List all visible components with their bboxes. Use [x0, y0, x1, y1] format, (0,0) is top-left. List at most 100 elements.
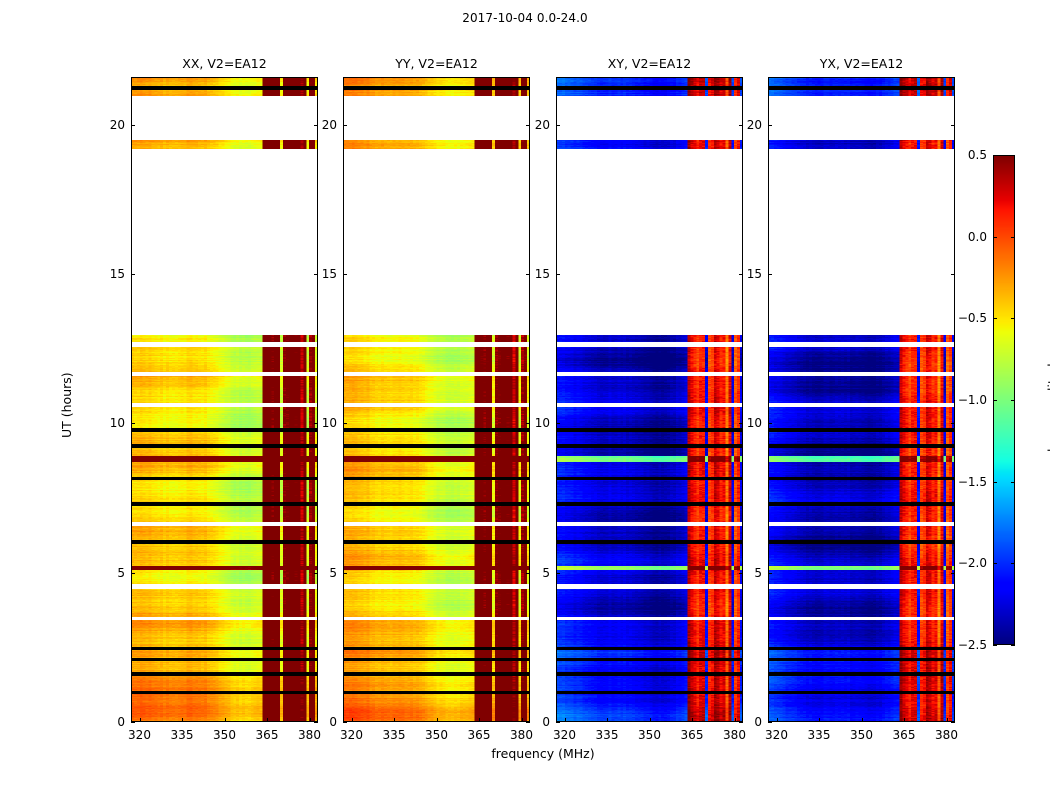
x-tick-label: 380	[935, 728, 958, 742]
colorbar-tick-mark	[993, 318, 997, 320]
y-tick-mark	[131, 124, 135, 126]
colorbar-tick-mark	[1011, 318, 1015, 320]
x-tick-mark	[182, 718, 183, 722]
y-tick-mark	[343, 572, 347, 574]
y-tick-label: 15	[746, 267, 762, 282]
y-tick-mark	[131, 274, 135, 276]
y-tick-label: 10	[534, 416, 550, 431]
spectrum-panel-yx[interactable]: YX, V2=EA12	[768, 56, 955, 722]
y-tick-mark	[526, 124, 530, 126]
y-tick-mark	[556, 423, 560, 425]
colorbar-tick-label: −1.5	[957, 474, 987, 489]
colorbar-tick-mark	[1011, 236, 1015, 238]
y-tick-mark	[314, 572, 318, 574]
y-tick-mark	[556, 722, 560, 723]
x-tick-label: 335	[382, 728, 406, 742]
colorbar-tick-mark	[1011, 400, 1015, 401]
x-tick-label: 320	[128, 728, 151, 742]
x-tick-label: 350	[850, 728, 873, 742]
y-tick-label: 0	[542, 715, 550, 729]
y-tick-label: 20	[534, 117, 550, 132]
y-tick-label: 10	[109, 416, 125, 431]
x-axis-label: frequency (MHz)	[491, 746, 595, 761]
colorbar-tick-label: −0.5	[957, 311, 987, 326]
y-tick-label: 15	[321, 267, 337, 282]
x-tick-label: 365	[255, 728, 279, 742]
y-tick-mark	[951, 572, 955, 574]
colorbar-tick-mark	[1011, 645, 1015, 646]
colorbar-tick-mark	[1011, 563, 1015, 565]
y-tick-label: 0	[117, 715, 125, 729]
dynamic-spectrum-xy	[556, 77, 743, 722]
x-tick-mark	[521, 718, 523, 722]
y-tick-mark	[526, 274, 530, 276]
colorbar-tick-label: 0.0	[967, 229, 987, 244]
colorbar-tick-mark	[993, 236, 997, 238]
y-tick-label: 5	[542, 565, 550, 580]
colorbar-tick-label: −2.5	[957, 638, 987, 652]
x-tick-label: 365	[467, 728, 491, 742]
x-tick-mark	[819, 718, 820, 722]
colorbar-tick-mark	[993, 481, 997, 483]
panel-title-yy: YY, V2=EA12	[395, 56, 478, 71]
y-tick-mark	[739, 722, 743, 723]
spectrum-panel-xy[interactable]: XY, V2=EA12	[556, 56, 743, 722]
y-tick-label: 20	[321, 117, 337, 132]
colorbar-tick-mark	[993, 563, 997, 565]
figure-suptitle: 2017-10-04 0.0-24.0	[462, 11, 588, 25]
y-tick-label: 10	[321, 416, 337, 431]
x-tick-label: 335	[170, 728, 194, 742]
y-tick-mark	[739, 572, 743, 574]
colorbar-tick-mark	[993, 400, 997, 401]
spectrum-panel-xx[interactable]: XX, V2=EA12	[131, 56, 318, 722]
y-tick-mark	[314, 722, 318, 723]
x-tick-mark	[309, 718, 311, 722]
y-tick-mark	[556, 124, 560, 126]
panel-title-xy: XY, V2=EA12	[607, 56, 692, 71]
y-tick-mark	[951, 722, 955, 723]
y-tick-label: 5	[117, 565, 125, 580]
y-tick-mark	[768, 274, 772, 276]
x-tick-label: 380	[298, 728, 321, 742]
x-tick-mark	[479, 718, 480, 722]
y-tick-mark	[739, 274, 743, 276]
x-tick-mark	[436, 718, 438, 722]
x-tick-mark	[564, 718, 566, 722]
x-tick-mark	[267, 718, 268, 722]
x-tick-label: 365	[680, 728, 704, 742]
y-tick-mark	[343, 423, 347, 425]
y-tick-mark	[343, 124, 347, 126]
x-tick-mark	[351, 718, 353, 722]
x-tick-label: 350	[425, 728, 448, 742]
y-tick-mark	[131, 423, 135, 425]
x-tick-label: 320	[553, 728, 576, 742]
x-tick-label: 320	[765, 728, 788, 742]
x-tick-mark	[776, 718, 778, 722]
dynamic-spectrum-yx	[768, 77, 955, 722]
dynamic-spectrum-xx	[131, 77, 318, 722]
y-tick-mark	[131, 572, 135, 574]
x-tick-mark	[904, 718, 905, 722]
spectrum-panel-yy[interactable]: YY, V2=EA12	[343, 56, 530, 722]
y-tick-label: 20	[746, 117, 762, 132]
x-tick-label: 350	[213, 728, 236, 742]
x-tick-mark	[649, 718, 651, 722]
colorbar-label-base: log	[1045, 432, 1050, 452]
y-tick-mark	[768, 722, 772, 723]
y-axis-label: UT (hours)	[59, 371, 74, 438]
y-tick-mark	[739, 423, 743, 425]
y-tick-label: 5	[754, 565, 762, 580]
x-tick-label: 365	[892, 728, 916, 742]
y-tick-mark	[739, 124, 743, 126]
y-tick-mark	[314, 124, 318, 126]
x-tick-label: 350	[638, 728, 661, 742]
y-tick-mark	[343, 722, 347, 723]
colorbar-tick-label: −1.0	[957, 393, 987, 407]
y-tick-mark	[314, 274, 318, 276]
y-tick-mark	[526, 572, 530, 574]
x-tick-mark	[224, 718, 226, 722]
colorbar-tick-mark	[1011, 155, 1015, 156]
x-tick-label: 380	[723, 728, 746, 742]
y-tick-mark	[768, 124, 772, 126]
colorbar-label: log10 amplitude	[1045, 356, 1050, 452]
